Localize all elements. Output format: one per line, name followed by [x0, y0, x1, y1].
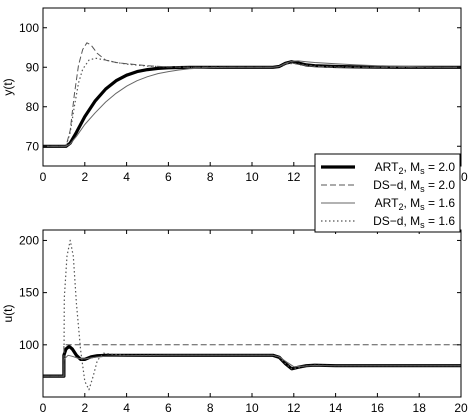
plot-frame	[42, 229, 462, 398]
x-tick-label: 16	[371, 401, 385, 412]
y-tick-label: 90	[26, 60, 40, 74]
x-tick-label: 6	[165, 401, 172, 412]
legend-label-1: DS−d, Ms = 2.0	[373, 178, 455, 194]
x-tick-label: 0	[40, 170, 47, 184]
y-axis-label: u(t)	[1, 304, 15, 322]
x-tick-label: 12	[287, 170, 301, 184]
legend-label-0: ART2, Ms = 2.0	[375, 160, 456, 176]
series-line-1	[43, 42, 461, 147]
legend: ART2, Ms = 2.0 DS−d, Ms = 2.0 ART2, Ms = 1…	[314, 153, 461, 233]
y-tick-label: 80	[26, 100, 40, 114]
series-line-1	[43, 344, 461, 377]
x-tick-label: 12	[287, 401, 301, 412]
y-axis-label: y(t)	[1, 78, 15, 95]
y-tick-label: 150	[19, 286, 39, 300]
series-line-3	[43, 239, 461, 391]
series-line-0	[43, 60, 461, 148]
legend-label-3: DS−d, Ms = 1.6	[373, 214, 455, 230]
bottom-panel: 0 2 4 6 8 10 12 14 16 18 20 100 150 200 u(t)	[1, 229, 468, 412]
x-tick-label: 20	[454, 401, 468, 412]
y-tick-label: 200	[19, 233, 39, 247]
y-tick-label: 70	[26, 139, 40, 153]
x-tick-label: 0	[40, 401, 47, 412]
x-tick-label: 8	[207, 170, 214, 184]
series-line-2	[43, 60, 462, 147]
x-tick-label: 2	[81, 401, 88, 412]
x-tick-label: 10	[245, 170, 259, 184]
y-tick-label: 100	[19, 338, 39, 352]
x-tick-label: 4	[123, 170, 130, 184]
x-tick-label: 4	[123, 401, 130, 412]
legend-label-2: ART2, Ms = 1.6	[375, 196, 456, 212]
y-tick-label: 100	[19, 21, 39, 35]
series-line-0	[43, 344, 461, 378]
x-tick-label: 18	[413, 401, 427, 412]
x-tick-label: 2	[81, 170, 88, 184]
x-tick-label: 6	[165, 170, 172, 184]
x-tick-label: 14	[329, 401, 343, 412]
x-tick-label: 8	[207, 401, 214, 412]
x-tick-label: 10	[245, 401, 259, 412]
